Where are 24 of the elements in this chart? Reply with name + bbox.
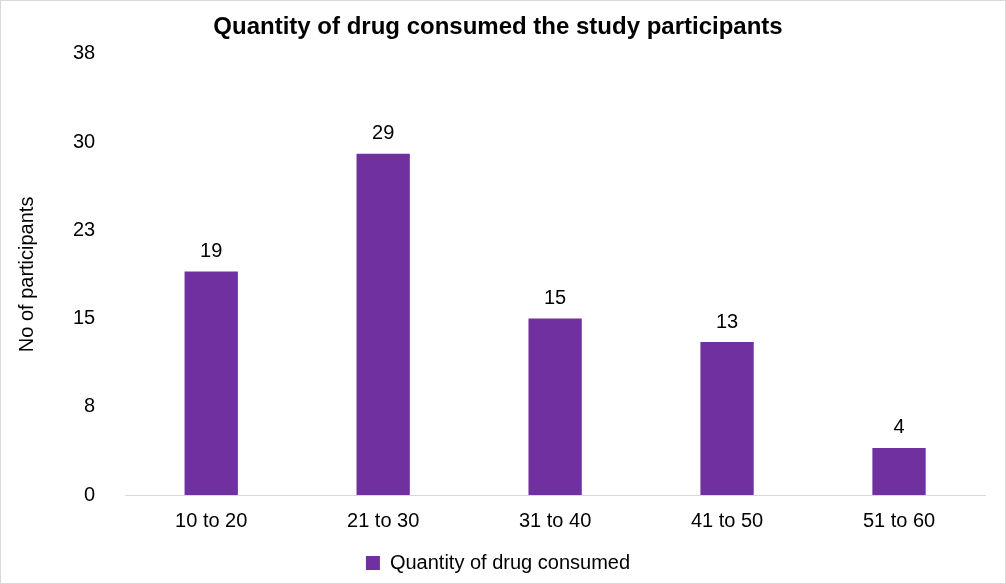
legend-label: Quantity of drug consumed [389, 550, 631, 573]
x-tick-label: 10 to 20 [175, 508, 248, 531]
data-label: 4 [893, 415, 905, 438]
x-tick-label: 51 to 60 [862, 508, 936, 531]
y-tick-label: 0 [84, 482, 96, 505]
y-tick-label: 8 [84, 394, 96, 417]
bar [872, 447, 926, 495]
bar [528, 318, 582, 495]
y-tick-label: 23 [73, 217, 96, 240]
x-tick-label: 31 to 40 [518, 508, 592, 531]
y-tick-label: 15 [73, 306, 96, 329]
bar [184, 271, 238, 495]
y-tick-label: 38 [73, 41, 96, 64]
bar [356, 153, 410, 495]
y-axis-title: No of participants [14, 196, 37, 353]
data-label: 13 [715, 309, 739, 332]
y-tick-label: 30 [73, 129, 96, 152]
bar [700, 342, 754, 495]
chart-title: Quantity of drug consumed the study participants [213, 12, 783, 40]
data-label: 19 [200, 238, 223, 261]
x-tick-label: 21 to 30 [347, 508, 420, 531]
data-label: 29 [372, 121, 395, 144]
data-label: 15 [544, 286, 567, 309]
x-tick-label: 41 to 50 [690, 508, 764, 531]
